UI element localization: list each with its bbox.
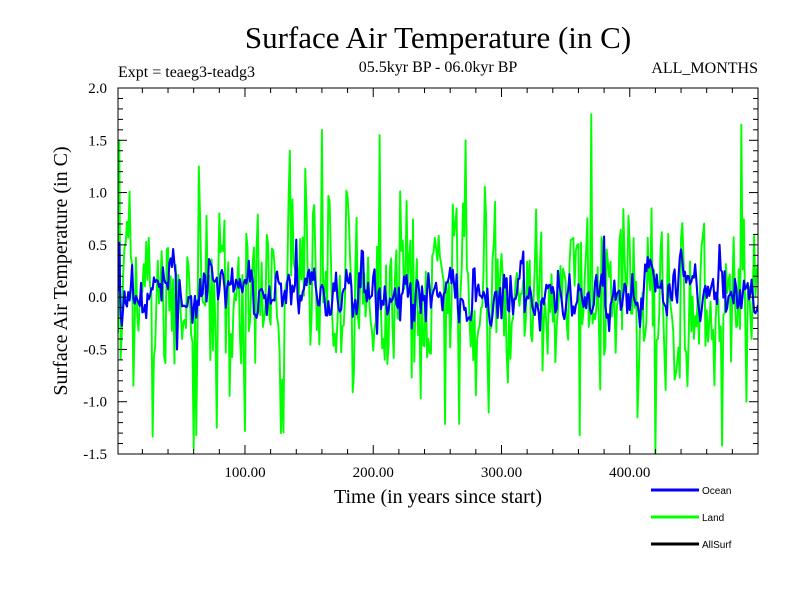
legend-label-allsurf: AllSurf [702, 540, 732, 551]
y-tick-label: -1.5 [83, 447, 107, 463]
y-tick-label: 0.0 [88, 290, 107, 306]
chart-title: Surface Air Temperature (in C) [245, 20, 631, 55]
x-tick-label: 100.00 [224, 465, 265, 481]
x-tick-label: 400.00 [609, 465, 650, 481]
y-axis-label: Surface Air Temperature (in C) [50, 146, 72, 395]
y-tick-label: 1.5 [88, 133, 107, 149]
x-tick-label: 200.00 [353, 465, 394, 481]
plot-series [118, 113, 758, 454]
x-tick-label: 300.00 [481, 465, 522, 481]
series-line-ocean [118, 235, 758, 351]
legend: Ocean Land AllSurf [651, 486, 732, 551]
legend-label-ocean: Ocean [702, 486, 731, 497]
months-label: ALL_MONTHS [651, 60, 758, 77]
y-tick-label: 0.5 [88, 238, 107, 254]
y-axis: -1.5 -1.0 -0.5 0.0 0.5 1.0 1.5 2.0 [83, 81, 758, 463]
series-line-land [118, 113, 758, 454]
period-label: 05.5kyr BP - 06.0kyr BP [359, 59, 518, 76]
experiment-label: Expt = teaeg3-teadg3 [118, 64, 255, 81]
y-tick-label: 1.0 [88, 186, 107, 202]
plot-frame [117, 87, 759, 455]
y-tick-label: -0.5 [83, 342, 107, 358]
legend-label-land: Land [702, 513, 724, 524]
x-axis-label: Time (in years since start) [334, 486, 542, 508]
x-axis: 100.00 200.00 300.00 400.00 [141, 88, 733, 481]
y-tick-label: 2.0 [88, 81, 107, 97]
y-tick-label: -1.0 [83, 395, 107, 411]
